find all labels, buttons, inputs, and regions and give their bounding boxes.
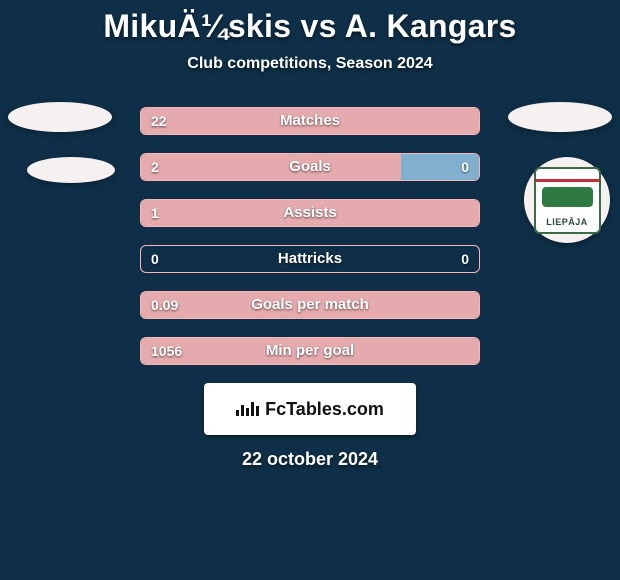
stat-label: Matches xyxy=(141,108,479,134)
page-title: MikuÄ¼skis vs A. Kangars xyxy=(0,8,620,45)
page-subtitle: Club competitions, Season 2024 xyxy=(0,55,620,73)
date-text: 22 october 2024 xyxy=(0,449,620,470)
stat-row: Goals2 0 xyxy=(140,153,480,181)
stat-row: Goals per match0.09 xyxy=(140,291,480,319)
stat-label: Hattricks xyxy=(141,246,479,272)
stat-value-left: 2 xyxy=(151,154,159,180)
stat-value-left: 1056 xyxy=(151,338,182,364)
stat-label: Goals per match xyxy=(141,292,479,318)
player-photo-placeholder-left-1 xyxy=(8,102,112,132)
site-logo-bars-icon xyxy=(236,402,259,416)
stats-list: Matches22Goals20Assists1Hattricks00Goals… xyxy=(140,107,480,365)
club-badge-inner: LIEPĀJA xyxy=(534,167,601,234)
stat-value-left: 0.09 xyxy=(151,292,178,318)
stat-row: Assists1 xyxy=(140,199,480,227)
stat-value-left: 1 xyxy=(151,200,159,226)
stat-row: Hattricks0 0 xyxy=(140,245,480,273)
stat-row: Matches22 xyxy=(140,107,480,135)
stat-value-right: 0 xyxy=(461,154,469,180)
stat-row: Min per goal1056 xyxy=(140,337,480,365)
page-wrap: MikuÄ¼skis vs A. Kangars Club competitio… xyxy=(0,0,620,580)
stat-value-left: 0 xyxy=(151,246,159,272)
stat-label: Goals xyxy=(141,154,479,180)
stat-label: Assists xyxy=(141,200,479,226)
player-photo-placeholder-right xyxy=(508,102,612,132)
stat-value-right: 0 xyxy=(461,246,469,272)
site-credit-text: FcTables.com xyxy=(265,399,384,420)
club-badge-text: LIEPĀJA xyxy=(536,217,599,227)
site-credit-box: FcTables.com xyxy=(204,383,416,435)
stat-value-left: 22 xyxy=(151,108,167,134)
player-photo-placeholder-left-2 xyxy=(27,157,115,183)
content-area: LIEPĀJA Matches22 Goals2 0 Assists1 Hattrick… xyxy=(0,107,620,470)
stat-label: Min per goal xyxy=(141,338,479,364)
club-badge: LIEPĀJA xyxy=(524,157,610,243)
